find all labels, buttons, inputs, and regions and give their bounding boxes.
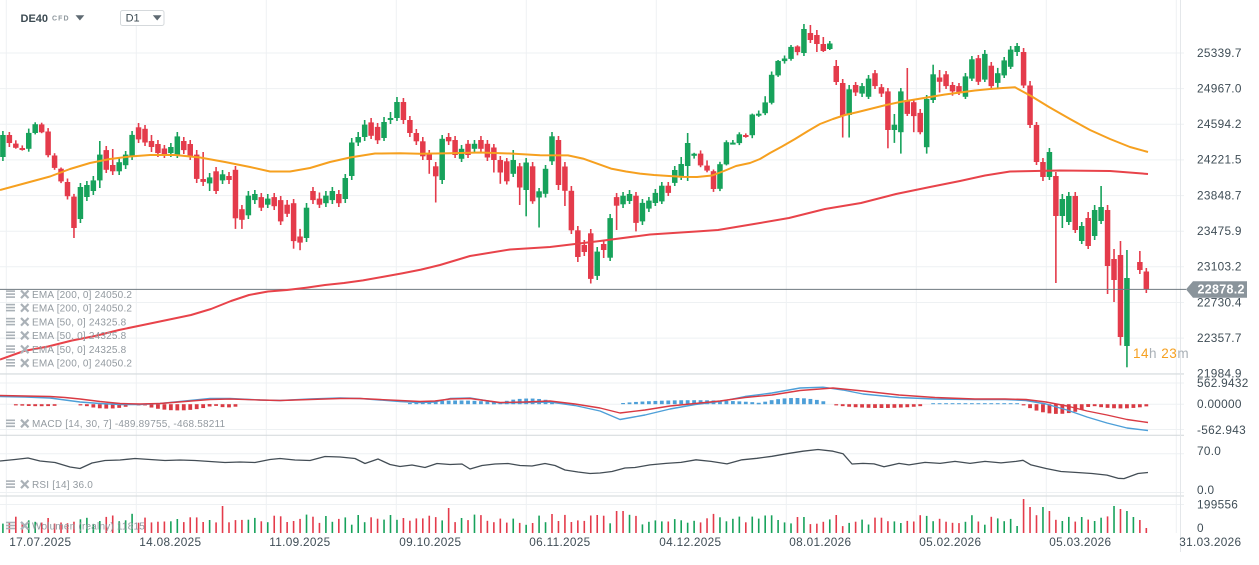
svg-text:23475.9: 23475.9: [1197, 224, 1242, 238]
svg-text:0: 0: [1197, 521, 1204, 535]
svg-text:05.02.2026: 05.02.2026: [919, 535, 981, 549]
svg-text:DE40: DE40: [21, 13, 49, 25]
svg-text:22878.2: 22878.2: [1198, 283, 1245, 297]
svg-text:D1: D1: [126, 12, 140, 24]
svg-text:23848.7: 23848.7: [1197, 188, 1242, 202]
svg-text:70.0: 70.0: [1197, 444, 1221, 458]
svg-text:EMA [200, 0] 24050.2: EMA [200, 0] 24050.2: [32, 290, 132, 301]
svg-text:22357.7: 22357.7: [1197, 331, 1242, 345]
svg-text:EMA [50, 0] 24325.8: EMA [50, 0] 24325.8: [32, 331, 127, 342]
svg-text:08.01.2026: 08.01.2026: [789, 535, 851, 549]
svg-text:-562.943: -562.943: [1197, 423, 1246, 437]
svg-text:EMA [50, 0] 24325.8: EMA [50, 0] 24325.8: [32, 317, 127, 328]
svg-text:RSI [14] 36.0: RSI [14] 36.0: [32, 480, 93, 491]
svg-text:25339.7: 25339.7: [1197, 46, 1242, 60]
svg-text:562.9432: 562.9432: [1197, 376, 1249, 390]
svg-text:21984.9: 21984.9: [1197, 367, 1242, 381]
svg-text:199556: 199556: [1197, 497, 1238, 511]
svg-text:31.03.2026: 31.03.2026: [1179, 535, 1241, 549]
svg-text:09.10.2025: 09.10.2025: [399, 535, 461, 549]
svg-text:0.00000: 0.00000: [1197, 397, 1242, 411]
svg-text:0.0: 0.0: [1197, 483, 1214, 497]
svg-text:24594.2: 24594.2: [1197, 117, 1242, 131]
svg-text:Wolumen (realny) 11815: Wolumen (realny) 11815: [32, 521, 145, 532]
svg-text:22730.4: 22730.4: [1197, 295, 1242, 309]
svg-text:24221.5: 24221.5: [1197, 153, 1242, 167]
svg-text:EMA [50, 0] 24325.8: EMA [50, 0] 24325.8: [32, 345, 127, 356]
svg-text:11.09.2025: 11.09.2025: [269, 535, 330, 549]
svg-text:06.11.2025: 06.11.2025: [529, 535, 590, 549]
svg-text:17.07.2025: 17.07.2025: [9, 535, 71, 549]
svg-text:04.12.2025: 04.12.2025: [659, 535, 721, 549]
svg-text:EMA [200, 0] 24050.2: EMA [200, 0] 24050.2: [32, 359, 132, 370]
svg-text:23103.2: 23103.2: [1197, 260, 1242, 274]
svg-text:05.03.2026: 05.03.2026: [1049, 535, 1111, 549]
svg-text:14h 23m: 14h 23m: [1133, 346, 1189, 361]
svg-text:CFD: CFD: [52, 16, 70, 23]
svg-text:14.08.2025: 14.08.2025: [139, 535, 201, 549]
svg-text:MACD [14, 30, 7] -489.89755, -: MACD [14, 30, 7] -489.89755, -468.58211: [32, 419, 226, 430]
svg-text:EMA [200, 0] 24050.2: EMA [200, 0] 24050.2: [32, 303, 132, 314]
svg-text:24967.0: 24967.0: [1197, 81, 1242, 95]
